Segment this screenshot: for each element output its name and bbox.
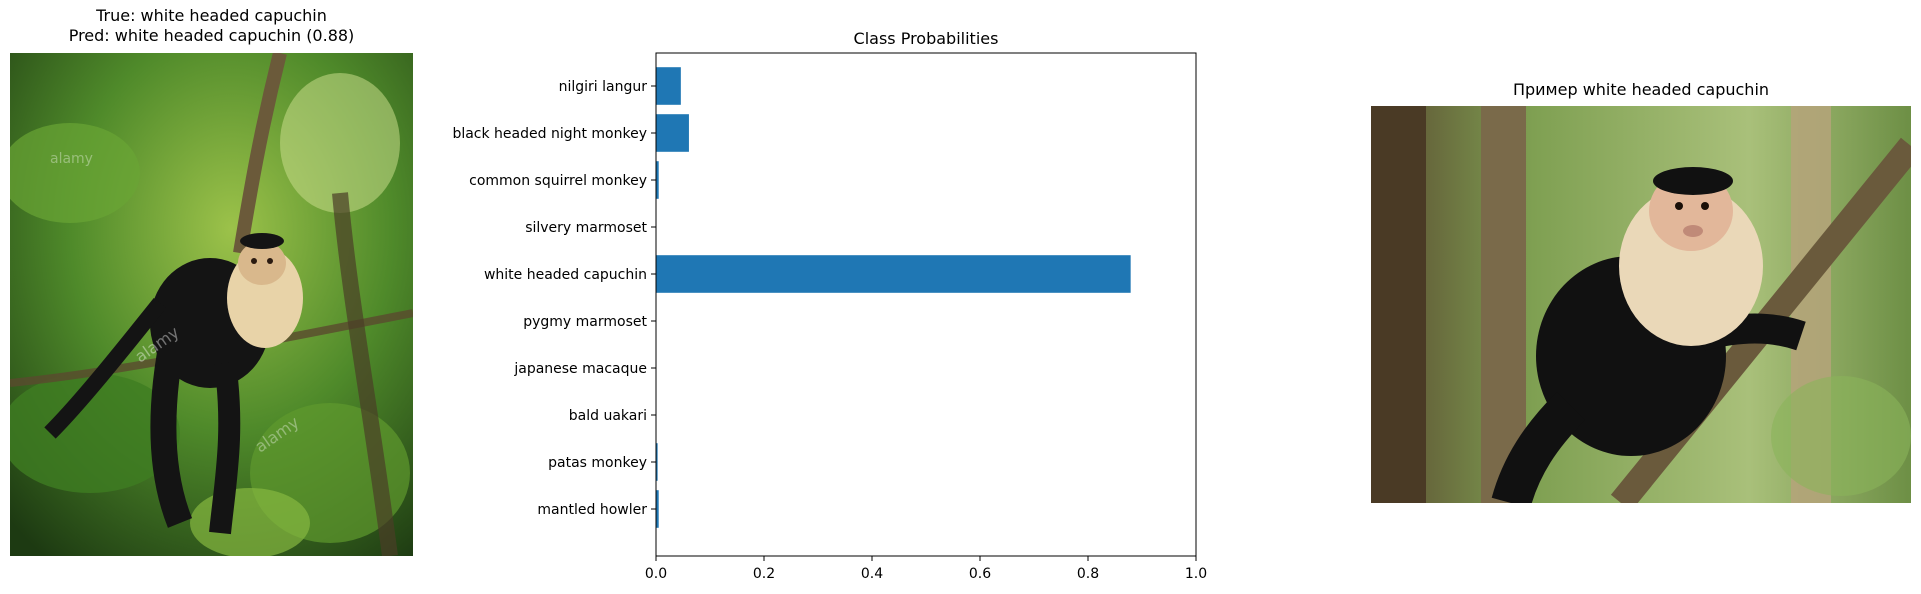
bar-black-headed-night-monkey xyxy=(656,114,689,152)
bar-white-headed-capuchin xyxy=(656,255,1131,293)
watermark-text: alamy xyxy=(50,151,93,167)
y-tick-label: silvery marmoset xyxy=(525,220,647,236)
true-label-line: True: white headed capuchin xyxy=(96,6,327,25)
x-tick-label: 0.0 xyxy=(645,566,667,582)
bars-layer xyxy=(656,67,1131,528)
y-tick-label: pygmy marmoset xyxy=(523,314,647,330)
bar-mantled-howler xyxy=(656,490,659,528)
axes-frame xyxy=(655,52,1197,557)
prediction-title: True: white headed capuchin Pred: white … xyxy=(10,6,413,46)
x-tick-label: 1.0 xyxy=(1185,566,1207,582)
y-tick-label: mantled howler xyxy=(537,502,647,518)
class-probabilities-chart: Class Probabilities nilgiri langur black … xyxy=(440,24,1220,590)
x-tick-label: 0.6 xyxy=(969,566,991,582)
chart-title: Class Probabilities xyxy=(854,29,999,48)
example-title: Пример white headed capuchin xyxy=(1512,80,1770,99)
y-tick-label: patas monkey xyxy=(548,455,647,471)
x-tick-label: 0.8 xyxy=(1077,566,1099,582)
bar-nilgiri-langur xyxy=(656,67,681,105)
x-tick-labels: 0.0 0.2 0.4 0.6 0.8 1.0 xyxy=(645,556,1207,582)
bar-patas-monkey xyxy=(656,443,658,481)
bar-chart-svg: Class Probabilities nilgiri langur black … xyxy=(452,29,1207,582)
x-tick-label: 0.2 xyxy=(753,566,775,582)
y-tick-label: black headed night monkey xyxy=(452,126,647,142)
input-monkey-photo: alamy alamy alamy xyxy=(10,53,413,556)
x-tick-label: 0.4 xyxy=(861,566,883,582)
bar-common-squirrel-monkey xyxy=(656,161,659,199)
y-tick-label: common squirrel monkey xyxy=(469,173,647,189)
pred-label-line: Pred: white headed capuchin (0.88) xyxy=(68,26,355,45)
y-tick-label: nilgiri langur xyxy=(559,79,648,95)
y-tick-label: japanese macaque xyxy=(513,361,647,377)
y-tick-labels: nilgiri langur black headed night monkey c… xyxy=(452,79,656,518)
y-tick-label: bald uakari xyxy=(569,408,647,424)
example-monkey-photo xyxy=(1371,106,1911,503)
y-tick-label: white headed capuchin xyxy=(484,267,647,283)
